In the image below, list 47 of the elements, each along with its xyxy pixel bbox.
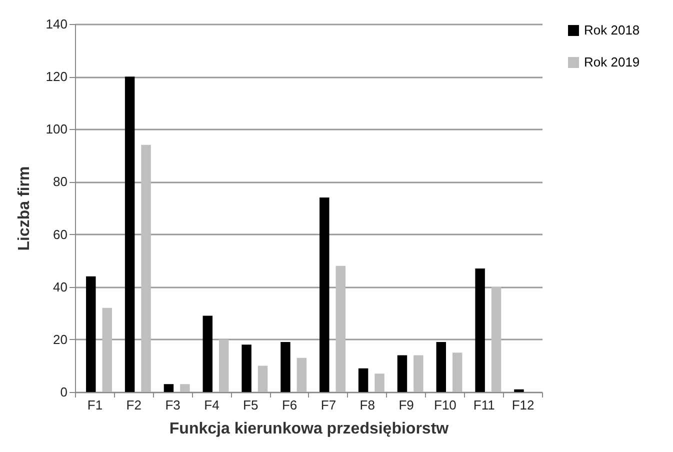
y-tick-label: 40 [53, 279, 68, 294]
legend-label: Rok 2019 [584, 54, 640, 70]
bar [258, 366, 268, 392]
y-tick-label: 80 [53, 174, 68, 190]
x-tick-label: F1 [87, 398, 103, 412]
bar [436, 342, 446, 392]
bar [164, 384, 174, 392]
x-tick-label: F3 [165, 398, 180, 412]
x-tick-label: F5 [243, 398, 258, 412]
y-tick-label: 20 [53, 332, 68, 347]
bar [336, 266, 346, 392]
y-tick-label: 120 [46, 69, 68, 84]
y-tick-label: 140 [46, 16, 68, 32]
y-tick-label: 60 [53, 226, 68, 242]
bar [124, 76, 135, 392]
bar [202, 316, 213, 392]
y-tick-label: 100 [46, 122, 68, 137]
bar [280, 342, 290, 392]
bar [514, 389, 524, 392]
bar [218, 339, 229, 392]
x-tick-label: F12 [512, 398, 534, 412]
bar [397, 355, 408, 392]
x-tick-label: F8 [360, 398, 375, 412]
x-tick-label: F2 [126, 398, 142, 412]
bar [141, 144, 151, 392]
x-axis-title: Funkcja kierunkowa przedsiębiorstw [169, 420, 450, 438]
x-tick-label: F7 [320, 398, 336, 412]
bar [374, 374, 384, 392]
bar [102, 308, 112, 392]
bar [475, 268, 485, 392]
bar [358, 368, 368, 392]
bar [296, 358, 307, 392]
bar [180, 384, 190, 392]
bar [414, 355, 424, 392]
x-tick-label: F6 [282, 398, 298, 412]
bar [320, 197, 330, 392]
bar [452, 352, 462, 392]
bar [491, 286, 502, 392]
x-tick-label: F10 [434, 398, 456, 412]
bar [242, 344, 252, 392]
bar [86, 276, 96, 392]
x-tick-label: F4 [204, 398, 220, 412]
y-axis-title: Liczba firm [16, 166, 33, 251]
x-tick-label: F11 [473, 398, 495, 412]
x-tick-label: F9 [398, 398, 414, 412]
y-tick-label: 0 [60, 384, 68, 400]
legend-label: Rok 2018 [584, 22, 640, 38]
